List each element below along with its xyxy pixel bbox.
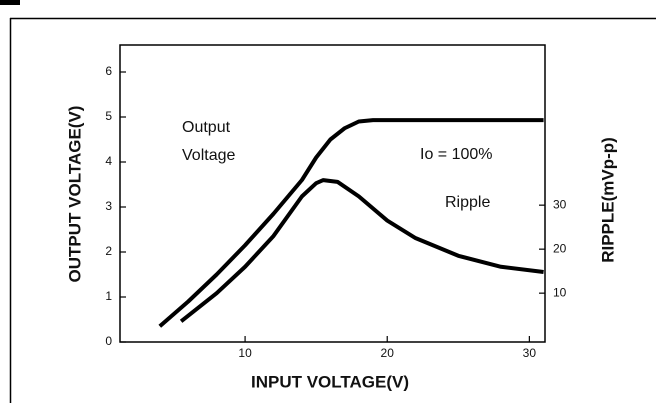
y-tick-label: 4: [105, 154, 112, 168]
y-axis-title: OUTPUT VOLTAGE(V): [65, 106, 84, 283]
y2-tick-label: 20: [553, 241, 567, 255]
y-tick-label: 6: [105, 64, 112, 78]
x-axis-title: INPUT VOLTAGE(V): [251, 372, 409, 391]
line-series: [158, 118, 544, 328]
y-tick-label: 0: [105, 334, 112, 348]
header-bar: [0, 0, 20, 5]
annotation: Output: [182, 119, 231, 136]
x-tick-label: 30: [523, 346, 537, 360]
annotation: Ripple: [445, 194, 490, 211]
x-tick-label: 20: [381, 346, 395, 360]
y-tick-label: 3: [105, 199, 112, 213]
y-tick-label: 1: [105, 289, 112, 303]
annotation: Io = 100%: [420, 146, 493, 163]
y-tick-label: 5: [105, 109, 112, 123]
plot-frame: [119, 44, 546, 343]
line-series: [179, 178, 544, 323]
y2-axis-title: RIPPLE(mVp-p): [598, 137, 617, 263]
y2-tick-label: 10: [553, 285, 567, 299]
y-tick-label: 2: [105, 244, 112, 258]
x-tick-label: 10: [238, 346, 252, 360]
annotation: Voltage: [182, 147, 235, 164]
y2-tick-label: 30: [553, 197, 567, 211]
